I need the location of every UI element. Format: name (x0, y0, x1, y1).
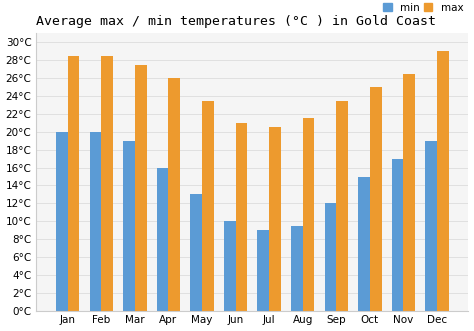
Bar (303, 118, 314, 310)
Bar (370, 87, 382, 310)
Bar (257, 230, 269, 310)
Bar (403, 74, 415, 310)
Legend: min, max: min, max (383, 3, 463, 13)
Bar (101, 56, 113, 310)
Bar (437, 51, 449, 310)
Bar (358, 176, 370, 310)
Bar (325, 203, 337, 310)
Bar (90, 132, 101, 310)
Bar (135, 65, 146, 310)
Bar (224, 221, 236, 310)
Bar (157, 167, 168, 310)
Bar (337, 101, 348, 310)
Bar (425, 141, 437, 310)
Bar (236, 123, 247, 310)
Text: Average max / min temperatures (°C ) in Gold Coast: Average max / min temperatures (°C ) in … (36, 15, 436, 28)
Bar (68, 56, 80, 310)
Bar (190, 194, 202, 310)
Bar (56, 132, 68, 310)
Bar (202, 101, 214, 310)
Bar (269, 127, 281, 310)
Bar (168, 78, 180, 310)
Bar (392, 159, 403, 310)
Bar (123, 141, 135, 310)
Bar (291, 226, 303, 310)
